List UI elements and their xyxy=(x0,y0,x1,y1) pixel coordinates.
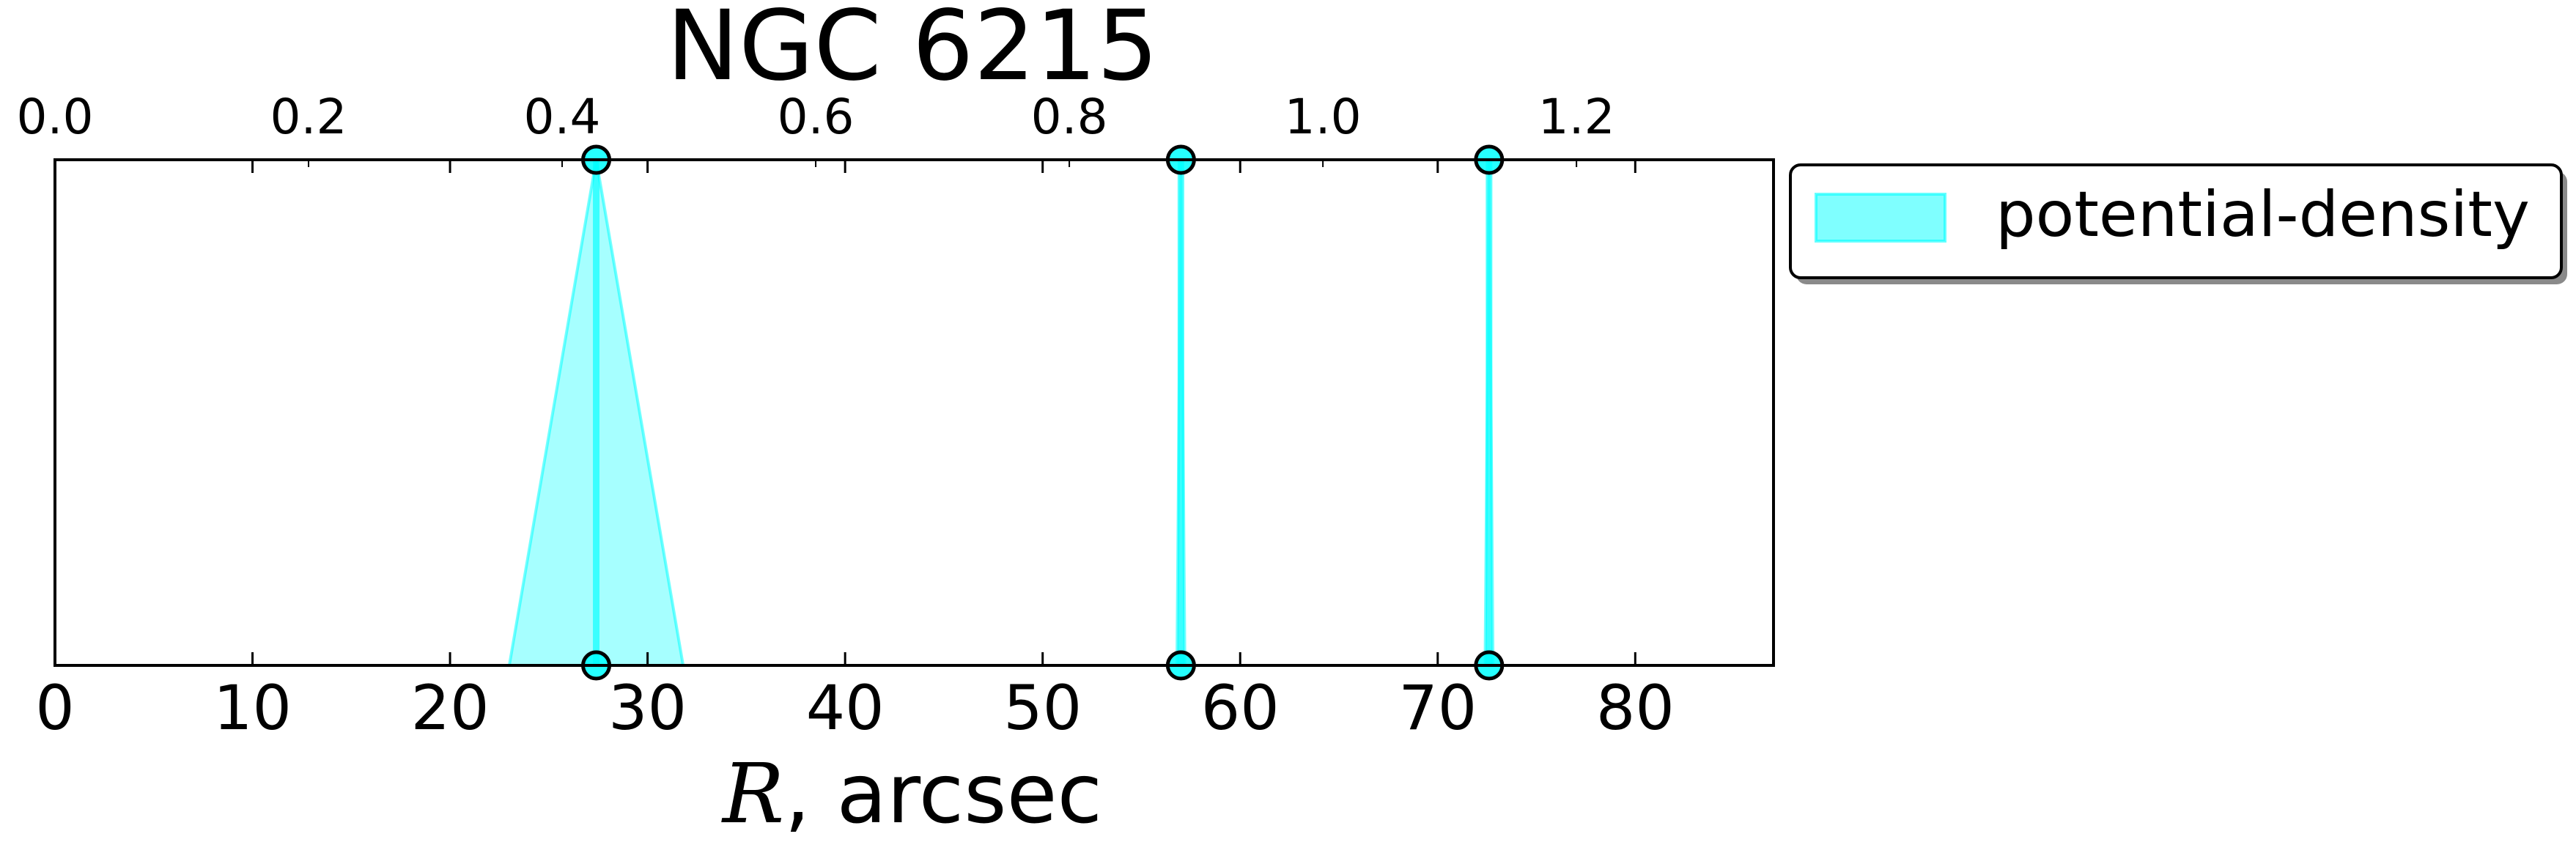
x-tick-label-80: 80 xyxy=(1596,672,1675,744)
x-tick-label-30: 30 xyxy=(608,672,687,744)
top-tick-label-4: 0.8 xyxy=(1031,89,1108,145)
top-tick-label-5: 1.0 xyxy=(1285,89,1362,145)
x-tick-label-60: 60 xyxy=(1201,672,1280,744)
top-tick-label-1: 0.2 xyxy=(270,89,347,145)
legend-entry-potential-density: potential-density xyxy=(1996,178,2530,251)
legend-swatch xyxy=(1815,193,1946,243)
plot-area xyxy=(507,144,1505,681)
top-tick-label-6: 1.2 xyxy=(1538,89,1615,145)
plot-frame xyxy=(53,158,1775,667)
x-tick-label-0: 0 xyxy=(35,672,74,744)
top-tick-label-0: 0.0 xyxy=(17,89,94,145)
legend: potential-density xyxy=(1789,163,2567,284)
x-axis-label: R, arcsec xyxy=(721,747,1102,842)
x-tick-label-70: 70 xyxy=(1398,672,1477,744)
top-tick-label-3: 0.6 xyxy=(778,89,855,145)
legend-box xyxy=(1789,163,2563,279)
bottom-x-axis: 0 10 20 30 40 50 60 70 80 xyxy=(35,160,1675,744)
x-axis-label-unit: , arcsec xyxy=(784,747,1102,842)
x-tick-label-40: 40 xyxy=(806,672,885,744)
chart-title: NGC 6215 xyxy=(666,0,1158,103)
top-tick-label-2: 0.4 xyxy=(524,89,601,145)
x-tick-label-50: 50 xyxy=(1003,672,1082,744)
top-x-axis: 0.0 0.2 0.4 0.6 0.8 1.0 1.2 xyxy=(17,89,1615,167)
x-axis-label-symbol: R xyxy=(721,747,784,842)
x-tick-label-10: 10 xyxy=(213,672,292,744)
x-tick-label-20: 20 xyxy=(411,672,490,744)
